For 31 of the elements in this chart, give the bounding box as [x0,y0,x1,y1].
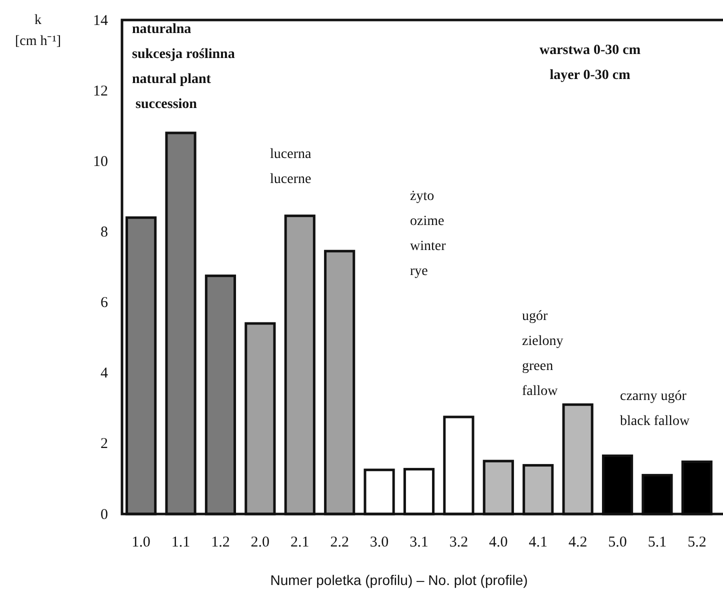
x-axis-title: Numer poletka (profilu) – No. plot (profile) [270,572,528,588]
y-tick-label: 6 [100,295,108,312]
x-tick-label: 1.1 [171,534,190,551]
x-tick-label: 2.0 [250,534,270,551]
x-tick-label: 2.1 [290,534,310,551]
x-tick-label: 2.2 [330,534,349,551]
y-tick-label: 0 [100,506,108,523]
x-tick-label: 4.1 [528,534,548,551]
annotation: naturalna sukcesja roślinna natural plant succession [132,22,235,112]
y-tick-label: 2 [100,436,108,452]
x-tick-label: 4.0 [489,534,508,551]
x-tick-label: 3.0 [370,534,389,551]
x-tick-label: 5.1 [648,534,667,551]
x-tick-label: 1.0 [132,534,150,551]
x-tick-label: 1.2 [211,534,230,551]
y-axis-title: k [cm h⁻¹] [14,13,62,49]
y-tick-label: 8 [100,224,108,241]
x-tick-label: 4.2 [568,534,588,551]
x-tick-label: 5.2 [688,534,706,551]
y-tick-label: 4 [100,366,108,382]
annotation: lucerna lucerne [270,147,312,187]
annotation: żyto ozime winter rye [410,189,446,279]
y-tick-label: 14 [93,12,108,29]
annotation: warstwa 0-30 cm layer 0-30 cm [539,43,641,83]
y-tick-label: 12 [93,83,108,100]
annotation: czarny ugór black fallow [620,389,690,429]
y-tick-label: 10 [93,154,108,170]
annotation: ugór zielony green fallow [522,309,564,399]
x-tick-label: 3.2 [449,534,468,551]
x-tick-label: 5.0 [608,534,627,551]
x-tick-label: 3.1 [410,534,428,551]
